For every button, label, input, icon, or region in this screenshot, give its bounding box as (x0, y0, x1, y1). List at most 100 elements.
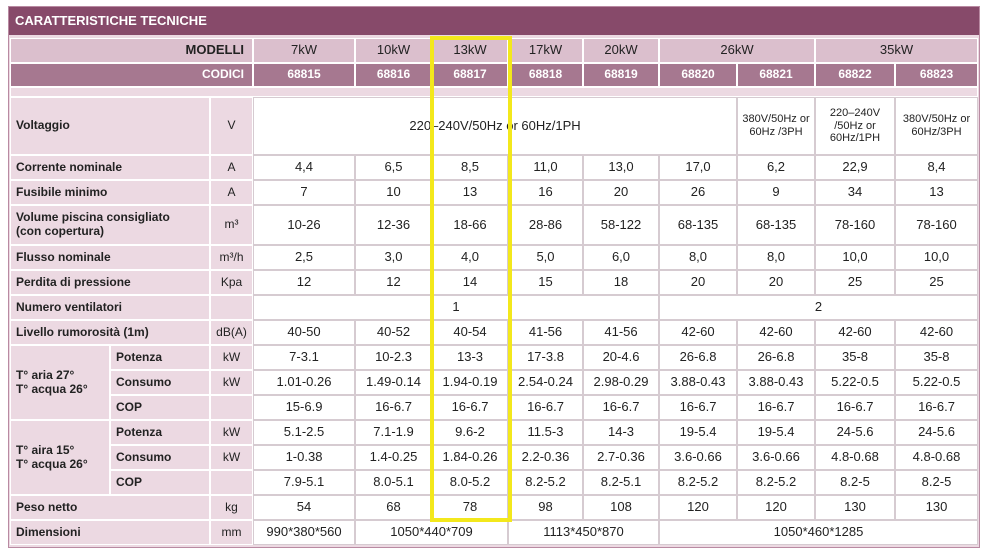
value: 8,5 (432, 155, 508, 180)
value: 11,0 (508, 155, 583, 180)
value-text: 13-3 (456, 349, 484, 365)
group-label: T° aria 27° T° acqua 26° (10, 345, 110, 420)
value-text: 78-160 (916, 216, 957, 232)
value: 17-3.8 (508, 345, 583, 370)
value-text: 13 (462, 184, 478, 200)
value: 7-3.1 (253, 345, 355, 370)
unit: kW (210, 370, 253, 395)
value: 40-54 (432, 320, 508, 345)
value: 1-0.38 (253, 445, 355, 470)
model-text: 10kW (376, 42, 411, 58)
value-text: 5.22-0.5 (912, 374, 961, 390)
code-text: 68815 (287, 67, 321, 82)
value: 14 (432, 270, 508, 295)
value-text: 8.2-5.2 (677, 474, 719, 490)
code: 68818 (508, 63, 583, 87)
unit-text: m³/h (219, 249, 244, 264)
unit: mm (210, 520, 253, 545)
value-text: 25 (929, 274, 944, 290)
value-text: 40-50 (287, 324, 321, 340)
row-label-text: Volume piscina consigliato (16, 210, 170, 225)
unit-text: kW (222, 374, 241, 389)
unit-text: kW (222, 449, 241, 464)
value-text: 2.54-0.24 (518, 374, 573, 390)
value: 16-6.7 (432, 395, 508, 420)
value: 2.7-0.36 (583, 445, 659, 470)
code-text: 68819 (604, 67, 638, 82)
value: 8.0-5.1 (355, 470, 432, 495)
model: 35kW (815, 38, 978, 63)
value-text: 13 (929, 184, 944, 200)
sub-label-text: COP (116, 399, 143, 414)
value: 3.88-0.43 (737, 370, 815, 395)
value-text: 58-122 (600, 216, 642, 232)
sub-label: Potenza (110, 345, 210, 370)
row-label: Numero ventilatori (10, 295, 210, 320)
group-label-text: T° aria 27° (16, 367, 75, 382)
value-text: 42-60 (681, 324, 715, 340)
value-text: 25 (847, 274, 863, 290)
value-text: 8.2-5 (840, 474, 870, 490)
value: 19-5.4 (737, 420, 815, 445)
value: 2.54-0.24 (508, 370, 583, 395)
value-text: 11.5-3 (527, 424, 564, 440)
value: 24-5.6 (895, 420, 978, 445)
value: 15-6.9 (253, 395, 355, 420)
value-text: 35-8 (923, 349, 950, 365)
value-text: 26-6.8 (679, 349, 717, 365)
value-text: 68-135 (755, 216, 797, 232)
value-text: 9 (772, 184, 780, 200)
value: 12 (355, 270, 432, 295)
value: 5,0 (508, 245, 583, 270)
code-text: 68820 (681, 67, 715, 82)
value: 130 (815, 495, 895, 520)
value: 58-122 (583, 205, 659, 245)
value-text: 40-54 (453, 324, 487, 340)
unit: A (210, 155, 253, 180)
value-text: 78 (462, 499, 478, 515)
code: 68819 (583, 63, 659, 87)
value-text: 16-6.7 (679, 399, 717, 415)
model-text: 26kW (720, 42, 754, 58)
value-text: 120 (765, 499, 787, 515)
value: 7.1-1.9 (355, 420, 432, 445)
value: 68-135 (737, 205, 815, 245)
value-text: 120 (687, 499, 709, 515)
value: 13-3 (432, 345, 508, 370)
unit-text: kg (225, 499, 238, 514)
value-text: 13,0 (608, 159, 634, 175)
value-text: 10 (386, 184, 401, 200)
value: 120 (659, 495, 737, 520)
value-text: 8,0 (766, 249, 786, 265)
value: 16 (508, 180, 583, 205)
value-text: 12 (296, 274, 312, 290)
group-label-text: T° acqua 26° (16, 381, 88, 396)
value: 1.49-0.14 (355, 370, 432, 395)
value-text: 34 (847, 184, 863, 200)
code-text: 68821 (759, 67, 793, 82)
value: 18 (583, 270, 659, 295)
row-label: Volume piscina consigliato (con copertura… (10, 205, 210, 245)
value: 20 (737, 270, 815, 295)
value: 42-60 (815, 320, 895, 345)
value: 54 (253, 495, 355, 520)
value-text: 130 (844, 499, 866, 515)
value-text: 2 (814, 299, 823, 315)
value: 7.9-5.1 (253, 470, 355, 495)
value-text: 2.7-0.36 (597, 449, 645, 465)
unit-text: Kpa (220, 274, 243, 289)
value: 24-5.6 (815, 420, 895, 445)
sub-label-text: Consumo (116, 449, 172, 464)
value-text: 68 (386, 499, 401, 515)
value-text: 8.2-5 (921, 474, 952, 490)
value: 15 (508, 270, 583, 295)
value: 8.2-5.2 (737, 470, 815, 495)
unit: kW (210, 445, 253, 470)
value: 108 (583, 495, 659, 520)
value: 16-6.7 (508, 395, 583, 420)
row-label: Perdita di pressione (10, 270, 210, 295)
value: 11.5-3 (508, 420, 583, 445)
value: 8,0 (659, 245, 737, 270)
value: 1050*460*1285 (659, 520, 978, 545)
